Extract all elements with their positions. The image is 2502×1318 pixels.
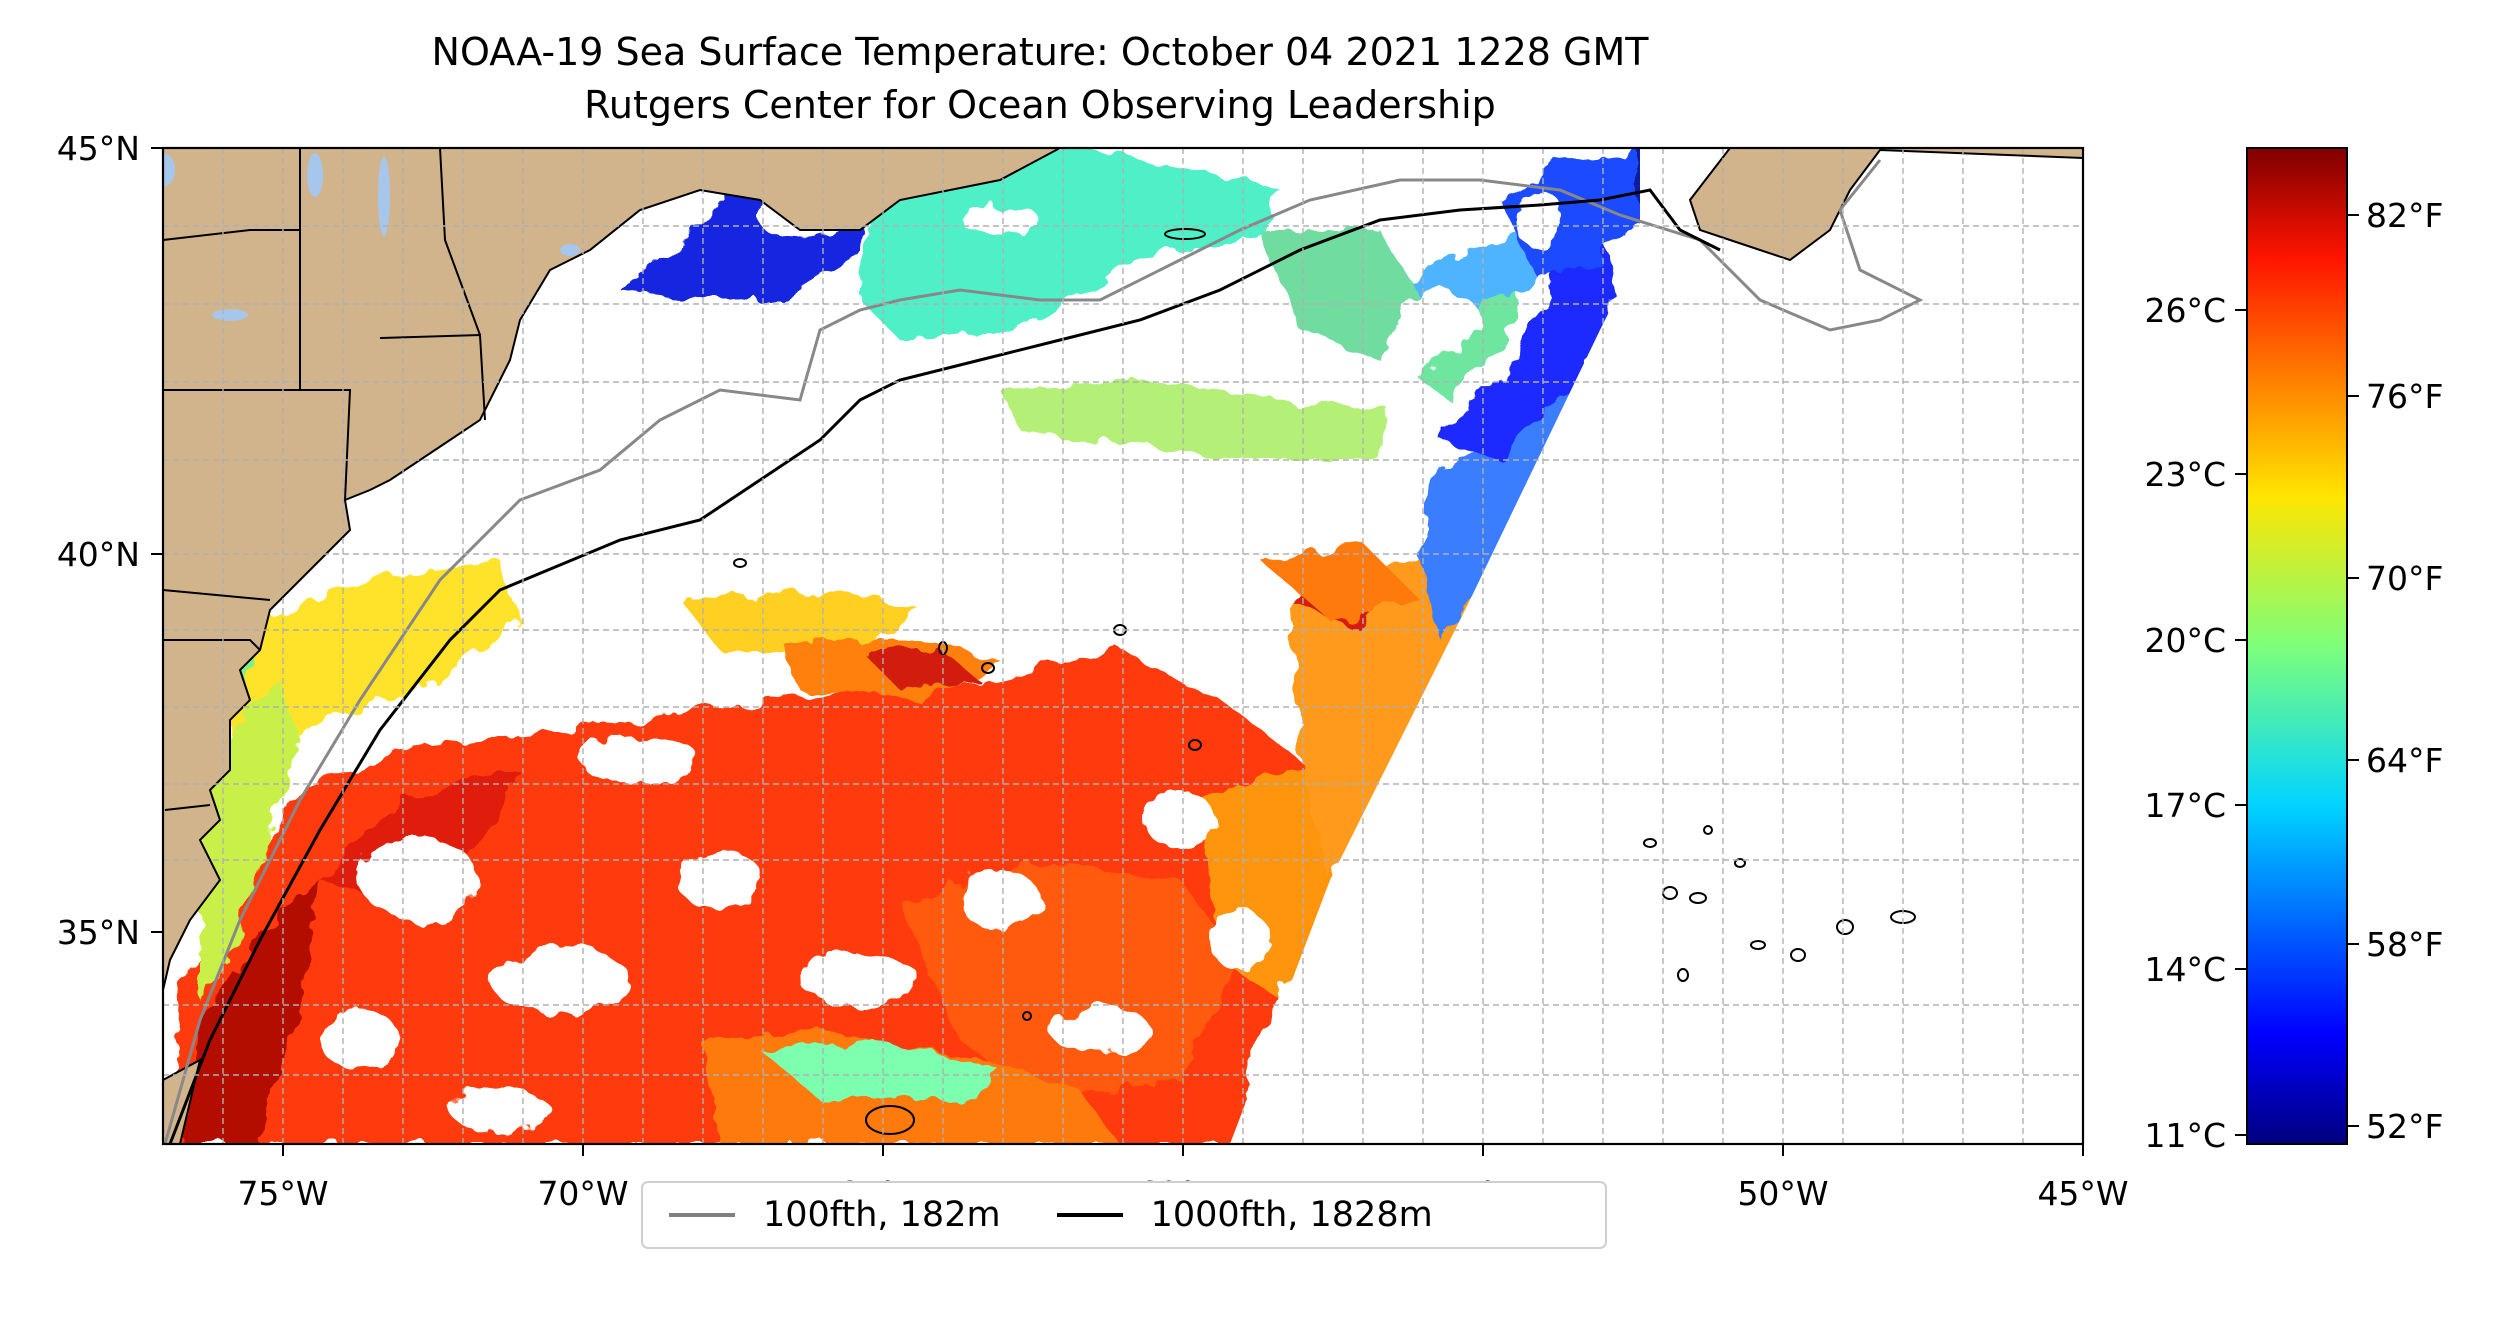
cbar-label-20c: 20°C: [2144, 621, 2226, 660]
lat-label-35n: 35°N: [57, 913, 140, 952]
lakes: [163, 153, 580, 321]
cbar-label-58f: 58°F: [2366, 925, 2443, 964]
cbar-label-11c: 11°C: [2144, 1116, 2226, 1155]
map-subtitle: Rutgers Center for Ocean Observing Leade…: [584, 83, 1496, 127]
cbar-label-14c: 14°C: [2144, 950, 2226, 989]
cbar-label-26c: 26°C: [2144, 291, 2226, 330]
contour-1000fth: [168, 188, 1721, 1144]
cbar-label-70f: 70°F: [2366, 559, 2443, 598]
colorbar-fahrenheit-labels: 82°F 76°F 70°F 64°F 58°F 52°F: [2366, 196, 2443, 1146]
legend-item-1000fth: 1000fth, 1828m: [1056, 1195, 1433, 1235]
cbar-label-82f: 82°F: [2366, 196, 2443, 235]
cbar-label-76f: 76°F: [2366, 377, 2443, 416]
contour-legend: 100fth, 182m 1000fth, 1828m: [641, 1181, 1607, 1249]
lat-label-45n: 45°N: [57, 129, 140, 168]
legend-swatch-black-line: [1056, 1213, 1123, 1217]
legend-swatch-gray-line: [669, 1213, 735, 1217]
lat-tick-labels: 45°N 40°N 35°N: [57, 129, 140, 952]
lon-label-70w: 70°W: [537, 1174, 628, 1213]
lat-label-40n: 40°N: [57, 535, 140, 574]
north-america-land: [163, 148, 1061, 991]
cbar-label-23c: 23°C: [2144, 455, 2226, 494]
lon-label-75w: 75°W: [237, 1174, 328, 1213]
map-area[interactable]: [155, 148, 2083, 1144]
legend-label-1000fth: 1000fth, 1828m: [1150, 1195, 1433, 1235]
lon-label-50w: 50°W: [1737, 1174, 1828, 1213]
colorbar: [2246, 147, 2348, 1145]
cbar-label-17c: 17°C: [2144, 786, 2226, 825]
contour-100fth: [163, 159, 1924, 1144]
nova-scotia-land: [1688, 148, 2083, 262]
map-title: NOAA-19 Sea Surface Temperature: October…: [431, 30, 1649, 74]
map-frame: [161, 146, 2085, 1146]
legend-item-100fth: 100fth, 182m: [669, 1195, 1001, 1235]
colorbar-ticks: [2235, 214, 2359, 1136]
legend-label-100fth: 100fth, 182m: [763, 1195, 1001, 1235]
cbar-label-52f: 52°F: [2366, 1107, 2443, 1146]
lon-label-45w: 45°W: [2037, 1174, 2128, 1213]
cbar-label-64f: 64°F: [2366, 741, 2443, 780]
colorbar-celsius-labels: 26°C 23°C 20°C 17°C 14°C 11°C: [2144, 291, 2226, 1155]
axis-ticks: [151, 147, 2084, 1156]
swath-edge-mask: [1230, 148, 2083, 1144]
lat-lon-grid: [163, 148, 2083, 1144]
